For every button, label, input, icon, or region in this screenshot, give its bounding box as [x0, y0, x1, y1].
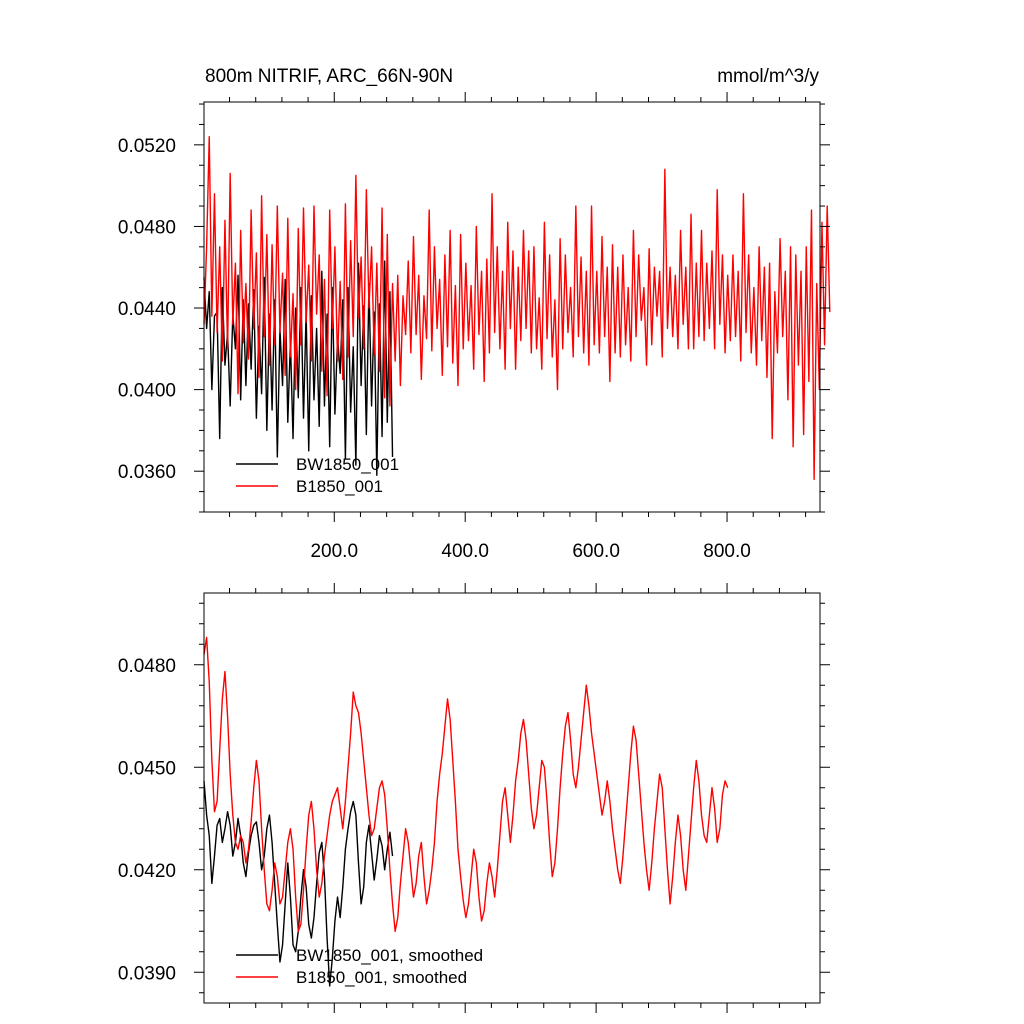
- bottom-y-tick-label: 0.0450: [118, 758, 176, 779]
- top-x-tick-label: 800.0: [703, 541, 751, 562]
- top-y-tick-label: 0.0440: [118, 299, 176, 320]
- top-series-line-b1850: [203, 135, 831, 481]
- top-y-tick-label: 0.0520: [118, 136, 176, 157]
- bottom-y-tick-label: 0.0480: [118, 656, 176, 677]
- top-legend-label: B1850_001: [296, 477, 383, 496]
- bottom-legend: BW1850_001, smoothed B1850_001, smoothed: [236, 946, 483, 987]
- bottom-y-tick-label: 0.0420: [118, 861, 176, 882]
- bottom-legend-label: BW1850_001, smoothed: [296, 946, 483, 965]
- top-y-tick-label: 0.0480: [118, 217, 176, 238]
- top-series-layer: [203, 135, 831, 481]
- top-x-tick-label: 200.0: [310, 541, 358, 562]
- top-x-tick-label: 400.0: [441, 541, 489, 562]
- bottom-series-layer: [203, 636, 729, 987]
- bottom-panel: 0.0390 0.0420 0.0450 0.0480 BW1850_001, smo…: [118, 583, 830, 1013]
- top-panel-units: mmol/m^3/y: [717, 66, 819, 87]
- top-series-line-bw1850: [203, 260, 394, 476]
- bottom-series-line-b1850: [203, 636, 729, 932]
- top-y-tick-label: 0.0400: [118, 381, 176, 402]
- top-legend-label: BW1850_001: [296, 455, 399, 474]
- top-axes: 200.0 400.0 600.0 800.0 0.0360 0.0400 0.0440 0.…: [118, 92, 830, 562]
- top-panel-title: 800m NITRIF, ARC_66N-90N: [205, 66, 453, 87]
- top-legend: BW1850_001 B1850_001: [236, 455, 399, 496]
- bottom-plot-frame: [203, 592, 821, 1004]
- top-y-tick-label: 0.0360: [118, 462, 176, 483]
- top-x-tick-label: 600.0: [572, 541, 620, 562]
- bottom-axes: 0.0390 0.0420 0.0450 0.0480: [118, 583, 830, 1013]
- bottom-y-tick-label: 0.0390: [118, 963, 176, 984]
- bottom-legend-label: B1850_001, smoothed: [296, 968, 467, 987]
- top-panel: 800m NITRIF, ARC_66N-90N mmol/m^3/y 200.…: [118, 66, 831, 562]
- top-plot-frame: [203, 101, 821, 513]
